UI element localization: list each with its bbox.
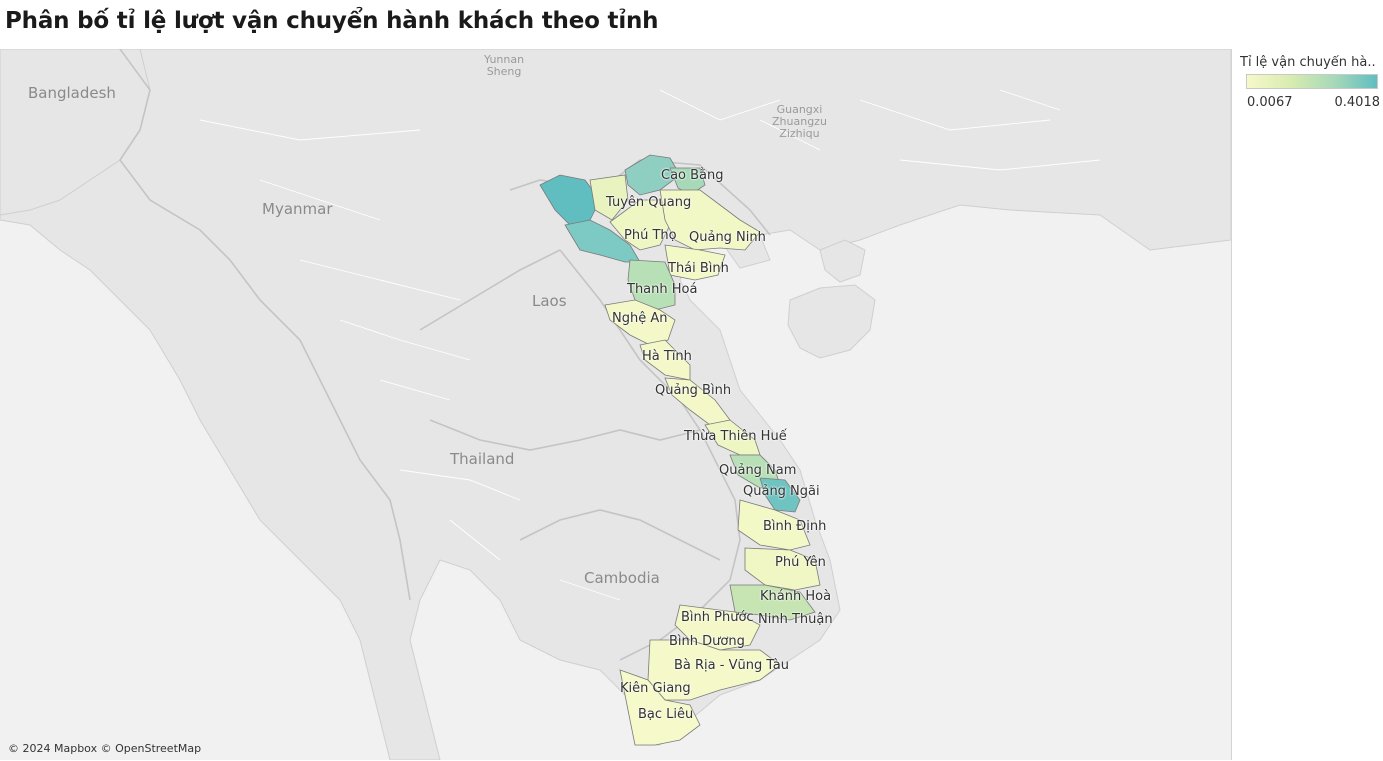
map-label-bangladesh: Bangladesh	[28, 84, 116, 102]
legend-max-label: 0.4018	[1334, 95, 1381, 110]
legend-title: Tỉ lệ vận chuyển hà..	[1240, 55, 1376, 70]
province-label: Bà Rịa - Vũng Tàu	[674, 658, 789, 673]
province-label: Thái Bình	[668, 261, 729, 276]
province-label: Hà Tĩnh	[642, 349, 692, 364]
province-label: Tuyên Quang	[606, 195, 692, 210]
province-shape[interactable]	[744, 547, 821, 591]
leizhou-peninsula	[819, 239, 866, 283]
province-shape[interactable]	[729, 584, 816, 621]
map-label-cambodia: Cambodia	[584, 569, 660, 587]
province-label: Bình Phước	[681, 610, 754, 625]
province-shape[interactable]	[609, 199, 671, 251]
admin-boundaries	[199, 89, 1101, 601]
map-label-myanmar: Myanmar	[262, 200, 333, 218]
province-label: Thanh Hoá	[627, 282, 698, 297]
province-label: Quảng Bình	[655, 383, 732, 398]
province-label: Nghệ An	[612, 311, 668, 326]
province-shape[interactable]	[759, 477, 801, 513]
province-shape[interactable]	[624, 154, 681, 196]
map-label-guangxi: Guangxi Zhuangzu Zizhiqu	[772, 103, 827, 140]
province-shapes[interactable]	[539, 154, 821, 746]
map-label-thailand: Thailand	[450, 450, 515, 468]
legend-gradient-bar	[1246, 74, 1378, 89]
province-label: Ninh Thuận	[758, 612, 833, 627]
map-view[interactable]: Bangladesh Myanmar Laos Thailand Cambodi…	[0, 49, 1232, 760]
province-shape[interactable]	[604, 299, 676, 346]
color-legend: Tỉ lệ vận chuyển hà.. 0.0067 0.4018	[1240, 55, 1380, 110]
province-label: Khánh Hoà	[760, 589, 832, 604]
province-label: Thừa Thiên Huế	[684, 429, 787, 444]
province-shape[interactable]	[674, 604, 761, 651]
legend-min-label: 0.0067	[1247, 95, 1293, 110]
province-shape[interactable]	[737, 499, 811, 551]
province-label: Quảng Ninh	[689, 230, 766, 245]
province-label: Kiên Giang	[620, 681, 691, 696]
province-label: Bạc Liêu	[638, 707, 694, 722]
province-label: Phú Yên	[775, 555, 826, 570]
province-shape[interactable]	[659, 189, 761, 251]
map-label-laos: Laos	[532, 292, 567, 310]
province-label: Cao Bằng	[661, 168, 724, 183]
province-label: Quảng Ngãi	[743, 484, 820, 499]
page-title: Phân bố tỉ lệ lượt vận chuyển hành khách…	[5, 8, 659, 34]
india-bangladesh-land	[0, 49, 151, 216]
map-attribution[interactable]: © 2024 Mapbox © OpenStreetMap	[8, 742, 202, 755]
province-label: Bình Định	[763, 519, 827, 534]
map-canvas[interactable]	[0, 49, 1231, 760]
province-shape[interactable]	[627, 259, 676, 311]
province-label: Bình Dương	[669, 634, 745, 649]
land-mass	[0, 49, 1231, 760]
hainan-island	[787, 284, 876, 359]
province-label: Phú Thọ	[624, 228, 677, 243]
province-label: Quảng Nam	[719, 463, 797, 478]
province-shape[interactable]	[589, 174, 629, 221]
province-shape[interactable]	[619, 669, 701, 746]
map-label-yunnan: Yunnan Sheng	[484, 53, 525, 78]
country-border	[119, 49, 771, 661]
